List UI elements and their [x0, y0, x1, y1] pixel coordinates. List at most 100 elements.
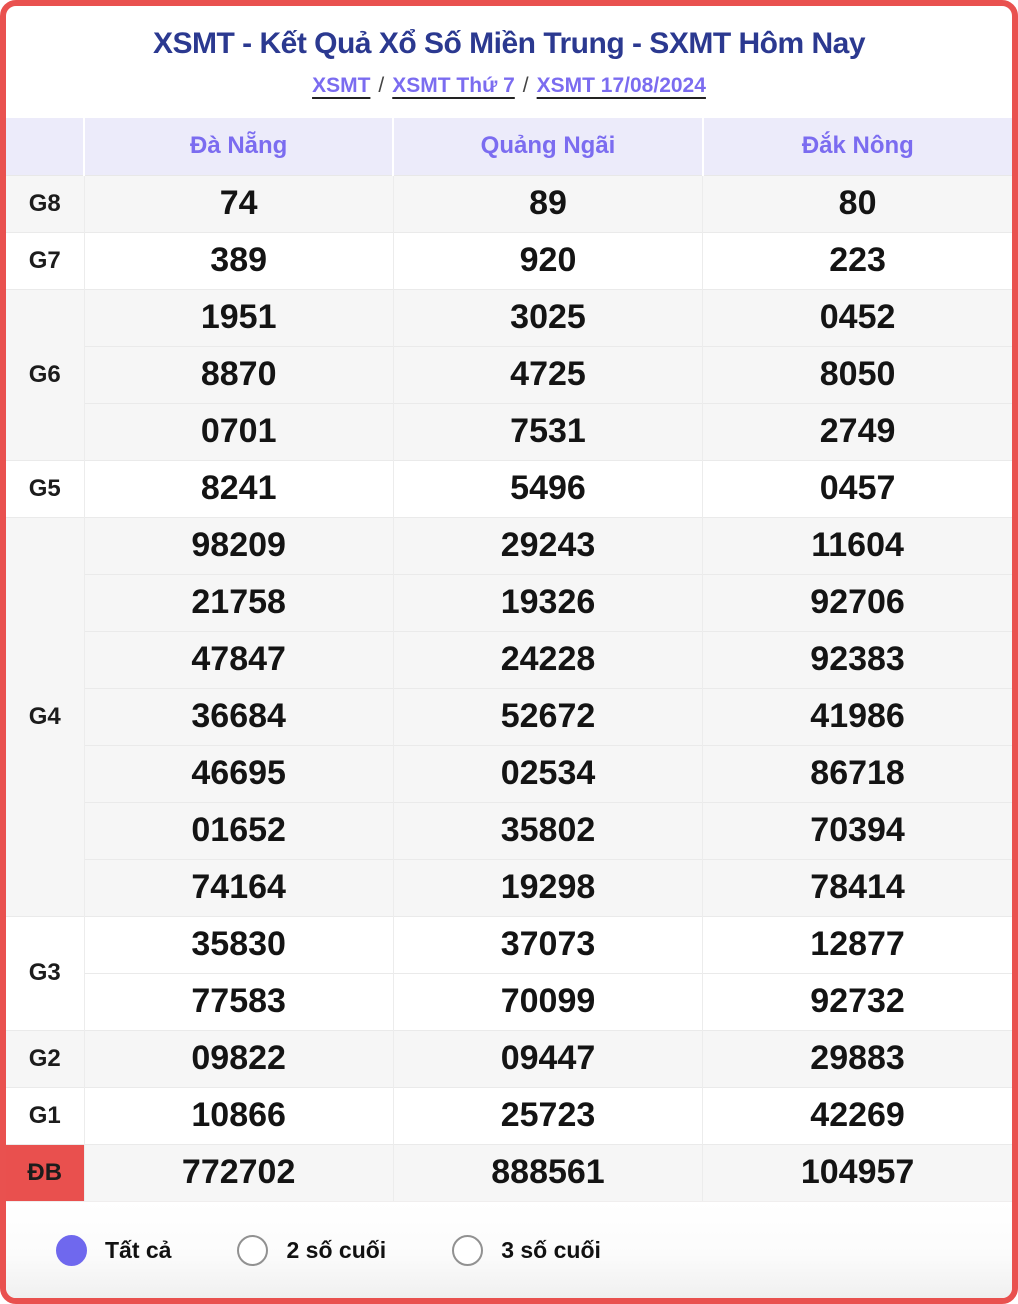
result-cell: 46695	[83, 744, 394, 802]
radio-unselected-icon[interactable]	[452, 1234, 484, 1266]
result-cell: 29883	[702, 1029, 1012, 1087]
breadcrumb-link-xsmt[interactable]: XSMT	[312, 74, 371, 97]
result-cell: 0701	[83, 402, 394, 460]
prize-row-g7: G7 389 920 223	[6, 231, 1012, 289]
prize-label-g8: G8	[6, 175, 84, 232]
result-cell: 3025	[392, 288, 703, 346]
radio-label-all: Tất cả	[105, 1236, 172, 1263]
result-cell: 01652	[83, 801, 394, 859]
breadcrumb-link-xsmt-thu-7[interactable]: XSMT Thứ 7	[392, 74, 515, 97]
column-header-row: Đà Nẵng Quảng Ngãi Đắk Nông	[6, 118, 1012, 176]
column-header-da-nang: Đà Nẵng	[82, 118, 394, 176]
result-cell: 11604	[702, 516, 1012, 574]
prize-label-g2: G2	[6, 1029, 84, 1087]
prize-label-g3: G3	[6, 915, 84, 1030]
radio-label-last-3-digits: 3 số cuối	[501, 1236, 601, 1263]
breadcrumb-link-xsmt-date[interactable]: XSMT 17/08/2024	[536, 74, 706, 97]
result-cell: 4725	[392, 345, 703, 403]
result-cell: 25723	[392, 1086, 703, 1144]
result-cell: 8050	[702, 345, 1012, 403]
radio-label-last-2-digits: 2 số cuối	[286, 1236, 387, 1263]
prize-row-g1: G1 10866 25723 42269	[6, 1086, 1012, 1144]
prize-row-g6: 0701 7531 2749	[6, 402, 1012, 460]
radio-option-all[interactable]: Tất cả	[56, 1234, 172, 1266]
result-cell: 5496	[392, 459, 703, 517]
result-cell: 12877	[702, 915, 1012, 973]
result-cell: 80	[702, 175, 1012, 232]
result-cell: 77583	[83, 972, 394, 1030]
prize-row-g5: G5 8241 5496 0457	[6, 459, 1012, 517]
prize-label-g6: G6	[6, 288, 84, 460]
prize-row-g4: 46695 02534 86718	[6, 744, 1012, 802]
result-cell: 74	[83, 175, 394, 232]
column-header-quang-ngai: Quảng Ngãi	[392, 118, 703, 176]
prize-row-g4: 47847 24228 92383	[6, 630, 1012, 688]
radio-option-last-2-digits[interactable]: 2 số cuối	[237, 1234, 387, 1266]
result-cell: 104957	[702, 1143, 1012, 1201]
result-cell: 0457	[702, 459, 1012, 517]
result-cell: 35830	[83, 915, 394, 973]
radio-unselected-icon[interactable]	[237, 1234, 269, 1266]
result-cell: 19326	[392, 573, 703, 631]
prize-row-g3: G3 35830 37073 12877	[6, 915, 1012, 1030]
display-filter-bar: Tất cả 2 số cuối 3 số cuối	[6, 1201, 1012, 1298]
result-cell: 86718	[702, 744, 1012, 802]
result-cell: 389	[83, 231, 394, 289]
results-table: Đà Nẵng Quảng Ngãi Đắk Nông G8 74 89 80 …	[6, 118, 1012, 1201]
result-cell: 98209	[83, 516, 394, 574]
result-cell: 02534	[392, 744, 703, 802]
prize-row-g4: 36684 52672 41986	[6, 687, 1012, 745]
result-cell: 19298	[392, 858, 703, 916]
result-cell: 09447	[392, 1029, 703, 1087]
result-cell: 41986	[702, 687, 1012, 745]
prize-row-g6: 8870 4725 8050	[6, 345, 1012, 403]
prize-label-g1: G1	[6, 1086, 84, 1144]
result-cell: 1951	[83, 288, 394, 346]
radio-option-last-3-digits[interactable]: 3 số cuối	[452, 1234, 601, 1266]
result-cell: 10866	[83, 1086, 394, 1144]
result-cell: 21758	[83, 573, 394, 631]
result-cell: 223	[702, 231, 1012, 289]
prize-row-g4: 21758 19326 92706	[6, 573, 1012, 631]
breadcrumb-separator: /	[378, 74, 385, 97]
prize-label-g7: G7	[6, 231, 84, 289]
result-cell: 8241	[83, 459, 394, 517]
prize-row-g4: 01652 35802 70394	[6, 801, 1012, 859]
prize-row-g8: G8 74 89 80	[6, 175, 1012, 232]
prize-label-db: ĐB	[6, 1143, 84, 1201]
prize-row-g2: G2 09822 09447 29883	[6, 1029, 1012, 1087]
result-cell: 7531	[392, 402, 703, 460]
prize-label-g5: G5	[6, 459, 84, 517]
prize-row-g4: G4 98209 29243 11604	[6, 516, 1012, 916]
corner-cell	[6, 118, 84, 176]
breadcrumb: XSMT / XSMT Thứ 7 / XSMT 17/08/2024	[6, 74, 1012, 98]
result-cell: 92383	[702, 630, 1012, 688]
result-cell: 0452	[702, 288, 1012, 346]
result-cell: 888561	[392, 1143, 703, 1201]
column-header-dak-nong: Đắk Nông	[701, 118, 1012, 176]
result-cell: 29243	[392, 516, 703, 574]
result-cell: 78414	[702, 858, 1012, 916]
page-title: XSMT - Kết Quả Xổ Số Miền Trung - SXMT H…	[152, 27, 866, 60]
result-cell: 24228	[392, 630, 703, 688]
prize-row-g3: 77583 70099 92732	[6, 972, 1012, 1030]
result-cell: 74164	[83, 858, 394, 916]
result-cell: 09822	[83, 1029, 394, 1087]
result-cell: 92706	[702, 573, 1012, 631]
prize-row-g6: G6 1951 3025 0452	[6, 288, 1012, 460]
result-cell: 70394	[702, 801, 1012, 859]
result-cell: 92732	[702, 972, 1012, 1030]
result-cell: 36684	[83, 687, 394, 745]
title-block: XSMT - Kết Quả Xổ Số Miền Trung - SXMT H…	[6, 6, 1012, 118]
prize-row-g4: 74164 19298 78414	[6, 858, 1012, 916]
result-cell: 2749	[702, 402, 1012, 460]
result-cell: 772702	[83, 1143, 394, 1201]
radio-selected-icon[interactable]	[56, 1234, 87, 1266]
result-cell: 42269	[702, 1086, 1012, 1144]
result-cell: 37073	[392, 915, 703, 973]
result-cell: 89	[392, 175, 703, 232]
breadcrumb-separator: /	[522, 74, 529, 97]
result-cell: 35802	[392, 801, 703, 859]
result-cell: 52672	[392, 687, 703, 745]
